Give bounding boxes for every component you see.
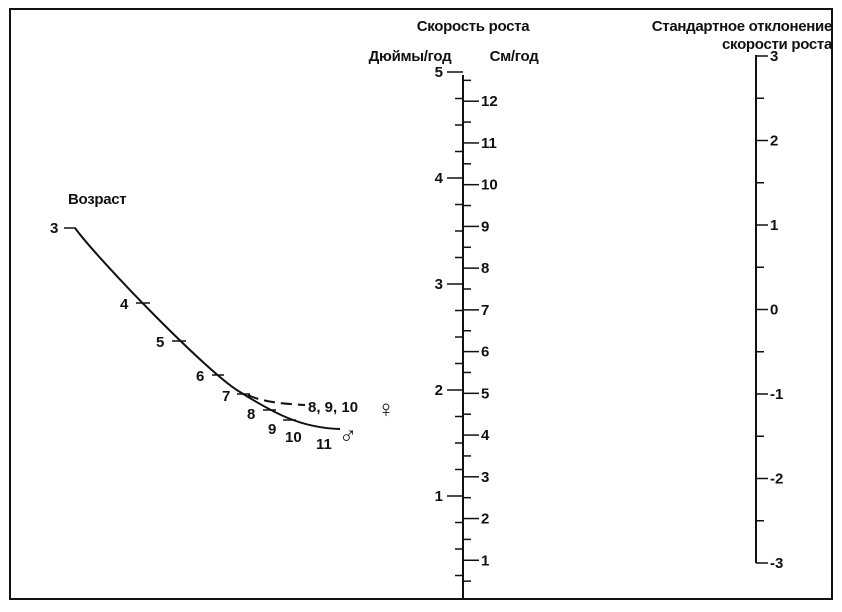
cm-tick-label: 6 xyxy=(481,344,489,361)
inch-tick-label: 3 xyxy=(435,276,443,293)
cm-tick-label: 3 xyxy=(481,469,489,486)
svg-text:11: 11 xyxy=(316,436,332,453)
cm-tick-label: 9 xyxy=(481,218,489,235)
inches-scale-ticks: 1 2 3 4 5 xyxy=(435,64,463,577)
age-9-marker: 9 xyxy=(268,419,296,438)
age-6-marker: 6 xyxy=(196,368,224,385)
female-symbol: ♀ xyxy=(377,396,395,423)
inch-tick-label: 4 xyxy=(435,170,444,187)
cm-tick-label: 7 xyxy=(481,302,489,319)
age-5-marker: 5 xyxy=(156,334,186,351)
sd-tick-label: 2 xyxy=(770,133,778,150)
age-11-label: 11 xyxy=(316,436,332,453)
svg-text:3: 3 xyxy=(50,220,58,237)
sd-tick-label: 1 xyxy=(770,217,778,234)
sd-axis-title-line2: скорости роста xyxy=(722,36,833,53)
inch-tick-label: 5 xyxy=(435,64,443,81)
cm-axis-title: См/год xyxy=(490,48,540,65)
cm-tick-label: 4 xyxy=(481,427,490,444)
inch-tick-label: 1 xyxy=(435,488,443,505)
inch-tick-label: 2 xyxy=(435,382,443,399)
cm-tick-label: 8 xyxy=(481,260,489,277)
sd-scale-ticks: -3 -2 -1 0 1 2 3 xyxy=(756,48,783,572)
cm-tick-label: 2 xyxy=(481,511,489,528)
cm-tick-label: 11 xyxy=(481,135,497,152)
male-age-curve xyxy=(74,227,341,430)
sd-tick-label: 3 xyxy=(770,48,778,65)
age-7-marker: 7 xyxy=(222,388,250,405)
cm-tick-label: 5 xyxy=(481,385,489,402)
sd-tick-label: -3 xyxy=(770,555,783,572)
svg-text:4: 4 xyxy=(120,296,129,313)
svg-text:7: 7 xyxy=(222,388,230,405)
cm-tick-label: 10 xyxy=(481,177,498,194)
female-age-curve xyxy=(247,394,306,406)
sd-axis-title-line1: Стандартное отклонение xyxy=(652,18,832,35)
age-3-label: 3 xyxy=(50,220,58,237)
inches-axis-title: Дюймы/год xyxy=(369,48,452,65)
svg-text:5: 5 xyxy=(156,334,164,351)
svg-text:8: 8 xyxy=(247,406,255,423)
sd-tick-label: -2 xyxy=(770,471,783,488)
sd-tick-label: 0 xyxy=(770,302,778,319)
svg-text:8, 9, 10: 8, 9, 10 xyxy=(308,399,358,416)
sd-tick-label: -1 xyxy=(770,386,783,403)
male-symbol: ♂ xyxy=(339,422,357,449)
svg-text:10: 10 xyxy=(285,429,302,446)
velocity-title: Скорость роста xyxy=(417,18,530,35)
age-4-marker: 4 xyxy=(120,296,150,313)
chart-frame xyxy=(9,8,833,600)
svg-text:9: 9 xyxy=(268,421,276,438)
age-8-marker: 8 xyxy=(247,406,276,423)
cm-tick-label: 12 xyxy=(481,93,498,110)
female-ages-label: 8, 9, 10 xyxy=(308,399,358,416)
svg-text:6: 6 xyxy=(196,368,204,385)
cm-tick-label: 1 xyxy=(481,552,489,569)
age-10-label: 10 xyxy=(285,429,302,446)
age-axis-title: Возраст xyxy=(68,191,126,208)
